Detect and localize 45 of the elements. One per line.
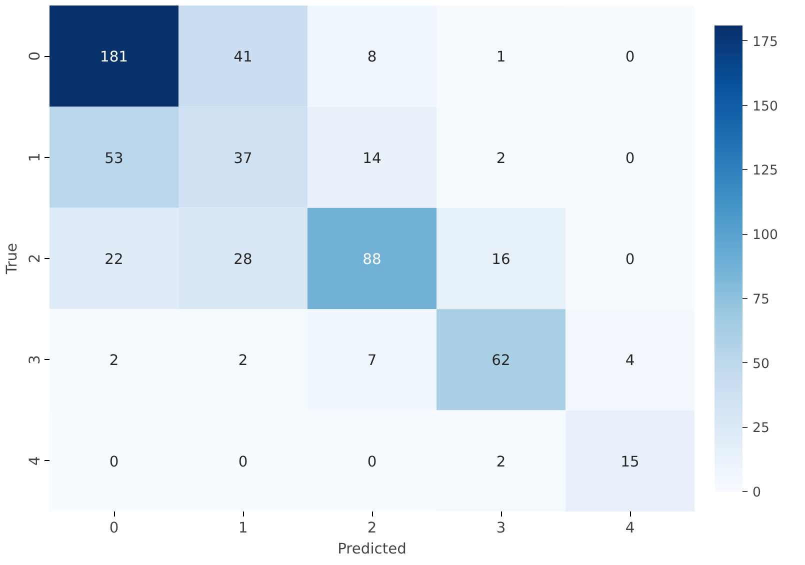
data-label: 16 [492,251,510,268]
data-label: 15 [620,453,640,470]
data-label: 0 [625,251,635,268]
color-bar-label: 150 [752,99,778,114]
y-tick-label: 2 [26,254,44,264]
data-label: 88 [362,251,382,268]
data-label: 37 [234,150,252,167]
x-tick-label: 2 [367,520,377,536]
data-label: 53 [104,150,124,167]
data-label: 22 [104,251,124,268]
data-label: 2 [238,352,248,370]
data-label: 14 [362,150,382,167]
color-bar-label: 50 [752,356,770,372]
x-tick-label: 0 [109,520,119,536]
data-label: 4 [625,352,635,370]
data-label: 2 [496,453,506,470]
x-tick-label: 4 [625,520,635,536]
x-tick-label: 1 [238,520,248,536]
color-bar-label: 125 [752,164,778,179]
data-label: 41 [234,48,252,66]
y-tick-label: 0 [26,51,44,61]
color-bar-label: 175 [752,34,778,50]
data-label: 28 [234,251,252,268]
data-label: 0 [625,48,635,66]
data-label: 0 [238,453,248,470]
y-tick-label: 4 [26,456,44,466]
data-label: 7 [367,352,377,370]
x-tick-label: 3 [496,520,506,536]
color-bar-label: 0 [752,486,761,500]
x-axis-title: Predicted [338,540,406,558]
y-tick-label: 3 [26,355,44,364]
data-label: 181 [100,48,128,66]
data-label: 0 [367,453,377,470]
y-tick-label: 1 [26,152,44,162]
data-label: 0 [625,150,635,167]
data-label: 2 [496,150,506,167]
color-bar-label: 100 [752,228,778,244]
data-label: 2 [109,352,119,370]
data-label: 8 [367,48,377,66]
data-label: 1 [496,48,506,66]
data-label: 62 [492,352,510,370]
data-label: 0 [109,453,119,470]
color-bar-label: 25 [752,421,770,436]
y-axis-title: True [4,242,20,276]
color-bar-label: 75 [752,292,770,308]
